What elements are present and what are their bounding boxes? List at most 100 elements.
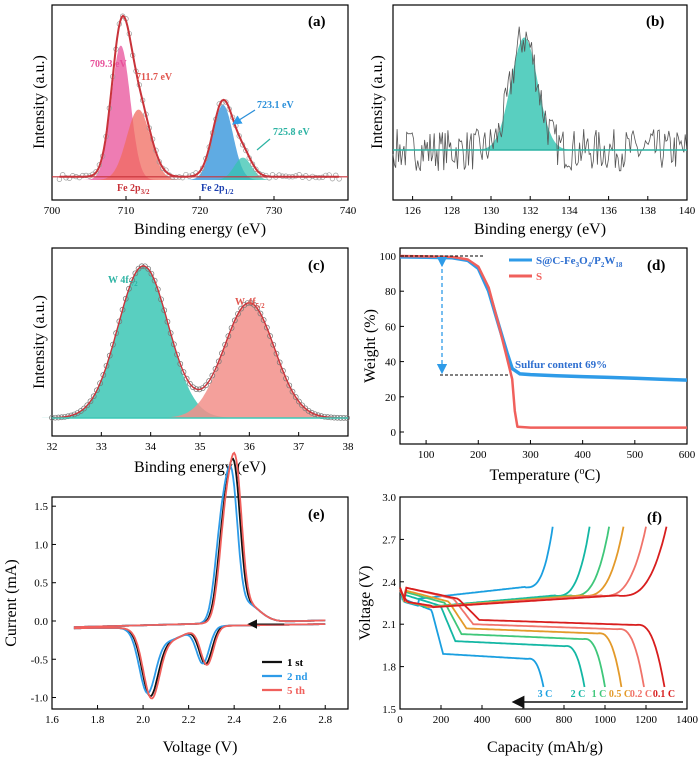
x-tick-label: 1400	[676, 714, 699, 726]
fe2p-label: Fe 2p1/2	[201, 183, 234, 196]
x-tick-label: 2.6	[273, 714, 287, 726]
envelope-line	[52, 265, 347, 419]
data-point	[80, 172, 86, 179]
legend-label-s: S	[536, 271, 542, 283]
y-axis-label: Intensity (a.u.)	[31, 295, 48, 389]
data-point	[71, 411, 78, 418]
panel-c: (c) 32 33 34 35 36 37 38 W 4f7/2 W 4f5/2 Bindi…	[0, 247, 403, 476]
discharge-curve-1	[399, 587, 586, 688]
x-tick-label: 400	[474, 714, 491, 726]
rate-label-5: 0.1 C	[653, 689, 675, 700]
sulfur-content-label: Sulfur content 69%	[515, 359, 607, 371]
y-tick-label: 60	[385, 321, 397, 333]
data-point	[238, 305, 245, 312]
x-tick-label: 800	[556, 714, 573, 726]
data-point	[296, 398, 302, 405]
data-point	[174, 351, 180, 358]
panel-label-f: (f)	[647, 510, 662, 526]
x-tick-label: 740	[340, 205, 357, 217]
data-point	[292, 394, 299, 400]
w4f52-label: W 4f5/2	[235, 297, 265, 310]
y-axis-label: Intensity (a.u.)	[369, 55, 386, 149]
data-point	[276, 359, 283, 366]
x-axis-label: Voltage (V)	[163, 739, 238, 756]
y-tick-label: 0.5	[34, 578, 48, 590]
panel-label-c: (c)	[308, 258, 325, 274]
panel-a: (a) 700 710 720 730 740 709.3 eV 711.7 eV 72…	[31, 4, 357, 238]
discharge-curve-2	[399, 587, 606, 688]
y-tick-label: -0.5	[31, 654, 49, 666]
x-tick-label: 600	[679, 449, 696, 461]
x-tick-label: 134	[561, 205, 578, 217]
data-point	[225, 333, 232, 340]
data-point	[251, 301, 257, 308]
x-tick-label: 730	[266, 205, 283, 217]
series-line-1	[399, 254, 687, 429]
panel-label-a: (a)	[308, 14, 326, 30]
y-tick-label: 100	[380, 251, 397, 263]
charge-curve-0	[399, 526, 554, 607]
x-tick-label: 138	[640, 205, 657, 217]
data-point	[260, 317, 267, 323]
x-tick-label: 126	[404, 205, 421, 217]
y-tick-label: 0	[391, 427, 397, 439]
data-point	[253, 166, 259, 172]
x-axis-label: Binding energy (eV)	[134, 221, 266, 238]
y-tick-label: 1.0	[34, 539, 48, 551]
data-point	[81, 405, 87, 412]
panel-label-e: (e)	[308, 507, 325, 523]
data-point	[289, 388, 296, 395]
data-point	[215, 358, 222, 365]
x-axis-label: Temperature (oC)	[490, 466, 601, 484]
x-tick-label: 1000	[594, 714, 617, 726]
panel-d: (d) 100 200 300 400 500 600 0 20 40 60 80 100 S@C-F…	[362, 247, 696, 484]
x-axis-label: Binding energy (eV)	[474, 221, 606, 238]
x-tick-label: 2.8	[318, 714, 332, 726]
data-point	[70, 173, 76, 179]
x-tick-label: 200	[470, 449, 487, 461]
y-tick-label: 1.5	[382, 704, 396, 716]
x-tick-label: 720	[192, 205, 209, 217]
x-tick-label: 136	[600, 205, 617, 217]
data-point	[223, 99, 229, 105]
discharge-curve-3	[399, 587, 623, 688]
data-point	[280, 367, 286, 374]
rate-label-0: 3 C	[538, 689, 553, 700]
y-axis-label: Intensity (a.u.)	[31, 55, 48, 149]
data-point	[180, 369, 187, 375]
rate-label-2: 1 C	[592, 689, 607, 700]
data-point	[120, 13, 126, 19]
x-tick-label: 200	[433, 714, 450, 726]
annotation-709: 709.3 eV	[90, 59, 127, 70]
x-tick-label: 600	[515, 714, 532, 726]
x-tick-label: 36	[244, 441, 256, 453]
x-tick-label: 0	[397, 714, 403, 726]
y-tick-label: 40	[385, 357, 397, 369]
y-axis-label: Weight (%)	[362, 309, 379, 383]
data-point	[145, 266, 152, 272]
x-tick-label: 1200	[635, 714, 658, 726]
data-point	[126, 285, 132, 292]
data-point	[305, 407, 312, 414]
peak-fill-0	[54, 45, 188, 180]
data-point	[154, 286, 161, 293]
panel-e: (e) 1.6 1.8 2.0 2.2 2.4 2.6 2.8 -1.0 -0.5 0.0 0.5 1…	[3, 451, 349, 756]
panel-f: (f) 0 200 400 600 800 1000 1200 1400 1.5 1.8 2.1 2.…	[357, 492, 699, 756]
y-tick-label: 2.4	[382, 577, 396, 589]
data-point	[203, 382, 209, 389]
data-point	[222, 341, 229, 348]
data-point	[63, 175, 69, 181]
data-point	[312, 411, 318, 418]
y-tick-label: 2.1	[382, 619, 396, 631]
data-point	[209, 372, 216, 379]
panel-b: (b) 126 128 130 132 134 136 138 140 Binding ene…	[369, 4, 696, 238]
peak-fill-1	[95, 302, 403, 418]
data-point	[257, 310, 264, 317]
data-point	[106, 352, 113, 359]
x-tick-label: 32	[47, 441, 58, 453]
data-point	[263, 324, 270, 331]
data-point	[87, 398, 94, 405]
x-tick-label: 33	[96, 441, 108, 453]
data-point	[308, 409, 315, 416]
data-point	[103, 362, 110, 369]
